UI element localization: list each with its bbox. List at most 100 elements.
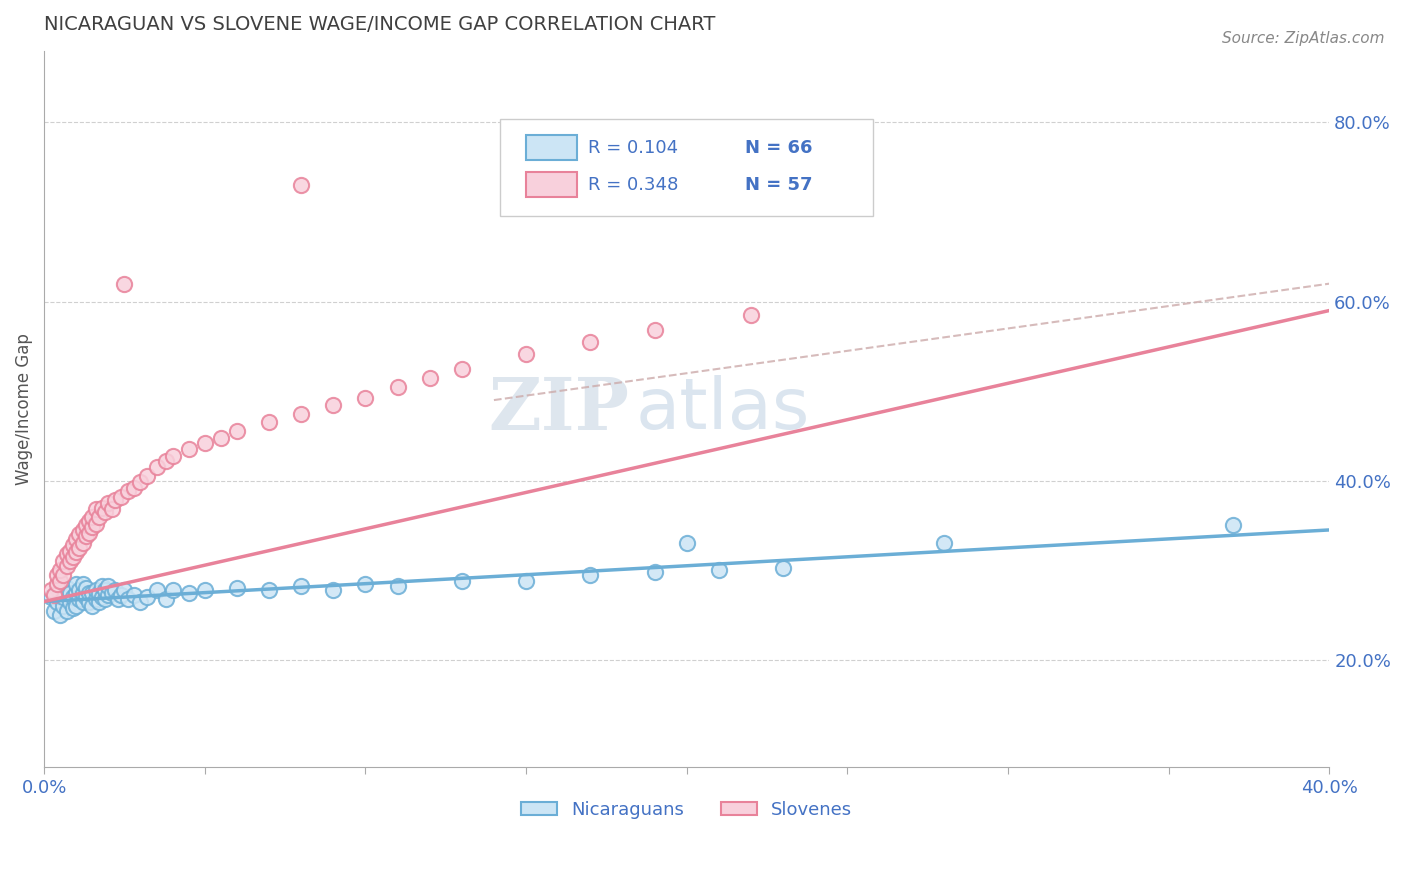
Point — [177, 585, 200, 599]
Text: N = 66: N = 66 — [745, 138, 813, 157]
Point — [87, 594, 110, 608]
Point — [155, 591, 177, 606]
Point — [55, 603, 77, 617]
Point — [62, 600, 84, 615]
Text: R = 0.104: R = 0.104 — [588, 138, 678, 157]
Point — [177, 442, 200, 457]
FancyBboxPatch shape — [526, 135, 578, 160]
Point — [145, 460, 167, 475]
Point — [75, 581, 97, 595]
Point — [49, 574, 72, 588]
Point — [419, 370, 441, 384]
Point — [194, 436, 217, 450]
Point — [52, 554, 75, 568]
Point — [290, 407, 312, 421]
Point — [129, 475, 152, 490]
Point — [84, 502, 107, 516]
Text: NICARAGUAN VS SLOVENE WAGE/INCOME GAP CORRELATION CHART: NICARAGUAN VS SLOVENE WAGE/INCOME GAP CO… — [44, 15, 716, 34]
Point — [644, 565, 666, 579]
Point — [122, 588, 145, 602]
Point — [52, 599, 75, 613]
Point — [94, 582, 117, 597]
Point — [62, 590, 84, 604]
Point — [225, 581, 247, 595]
FancyBboxPatch shape — [501, 119, 873, 216]
Point — [91, 590, 114, 604]
Point — [94, 505, 117, 519]
Point — [59, 543, 82, 558]
Point — [114, 582, 136, 597]
Point — [97, 496, 120, 510]
Point — [114, 277, 136, 291]
Point — [42, 603, 65, 617]
Point — [62, 549, 84, 564]
Point — [65, 585, 87, 599]
Point — [515, 574, 537, 588]
Point — [77, 525, 100, 540]
Point — [290, 178, 312, 193]
Point — [104, 582, 127, 597]
Point — [675, 536, 697, 550]
Point — [75, 590, 97, 604]
Point — [72, 576, 94, 591]
Point — [55, 558, 77, 573]
Point — [932, 536, 955, 550]
Point — [46, 567, 69, 582]
Point — [84, 516, 107, 531]
Point — [104, 493, 127, 508]
Text: R = 0.348: R = 0.348 — [588, 176, 678, 194]
Point — [122, 481, 145, 495]
Point — [46, 594, 69, 608]
Point — [135, 590, 157, 604]
Point — [257, 582, 280, 597]
Point — [107, 591, 129, 606]
Point — [145, 582, 167, 597]
Point — [225, 425, 247, 439]
Text: atlas: atlas — [636, 375, 810, 443]
Point — [77, 594, 100, 608]
Point — [91, 500, 114, 515]
Point — [110, 490, 132, 504]
Point — [450, 574, 472, 588]
Point — [77, 514, 100, 528]
Point — [110, 588, 132, 602]
Point — [194, 582, 217, 597]
Point — [162, 582, 184, 597]
Point — [97, 588, 120, 602]
Point — [84, 582, 107, 597]
Point — [162, 449, 184, 463]
Point — [69, 582, 91, 597]
Point — [82, 599, 104, 613]
Point — [65, 545, 87, 559]
Point — [69, 541, 91, 555]
Point — [97, 579, 120, 593]
Point — [82, 585, 104, 599]
Point — [69, 591, 91, 606]
Point — [100, 502, 122, 516]
Point — [72, 523, 94, 537]
Point — [39, 582, 62, 597]
Text: ZIP: ZIP — [488, 374, 628, 444]
Point — [69, 527, 91, 541]
Point — [65, 599, 87, 613]
Legend: Nicaraguans, Slovenes: Nicaraguans, Slovenes — [513, 794, 859, 826]
Text: N = 57: N = 57 — [745, 176, 813, 194]
Point — [94, 591, 117, 606]
Point — [87, 585, 110, 599]
Point — [387, 379, 409, 393]
Point — [42, 588, 65, 602]
Point — [55, 581, 77, 595]
Point — [59, 585, 82, 599]
Point — [49, 585, 72, 599]
Point — [155, 454, 177, 468]
Point — [354, 576, 377, 591]
Point — [707, 563, 730, 577]
Point — [72, 536, 94, 550]
Point — [55, 547, 77, 561]
FancyBboxPatch shape — [526, 172, 578, 197]
Point — [46, 581, 69, 595]
Point — [87, 509, 110, 524]
Point — [740, 308, 762, 322]
Point — [257, 416, 280, 430]
Point — [72, 585, 94, 599]
